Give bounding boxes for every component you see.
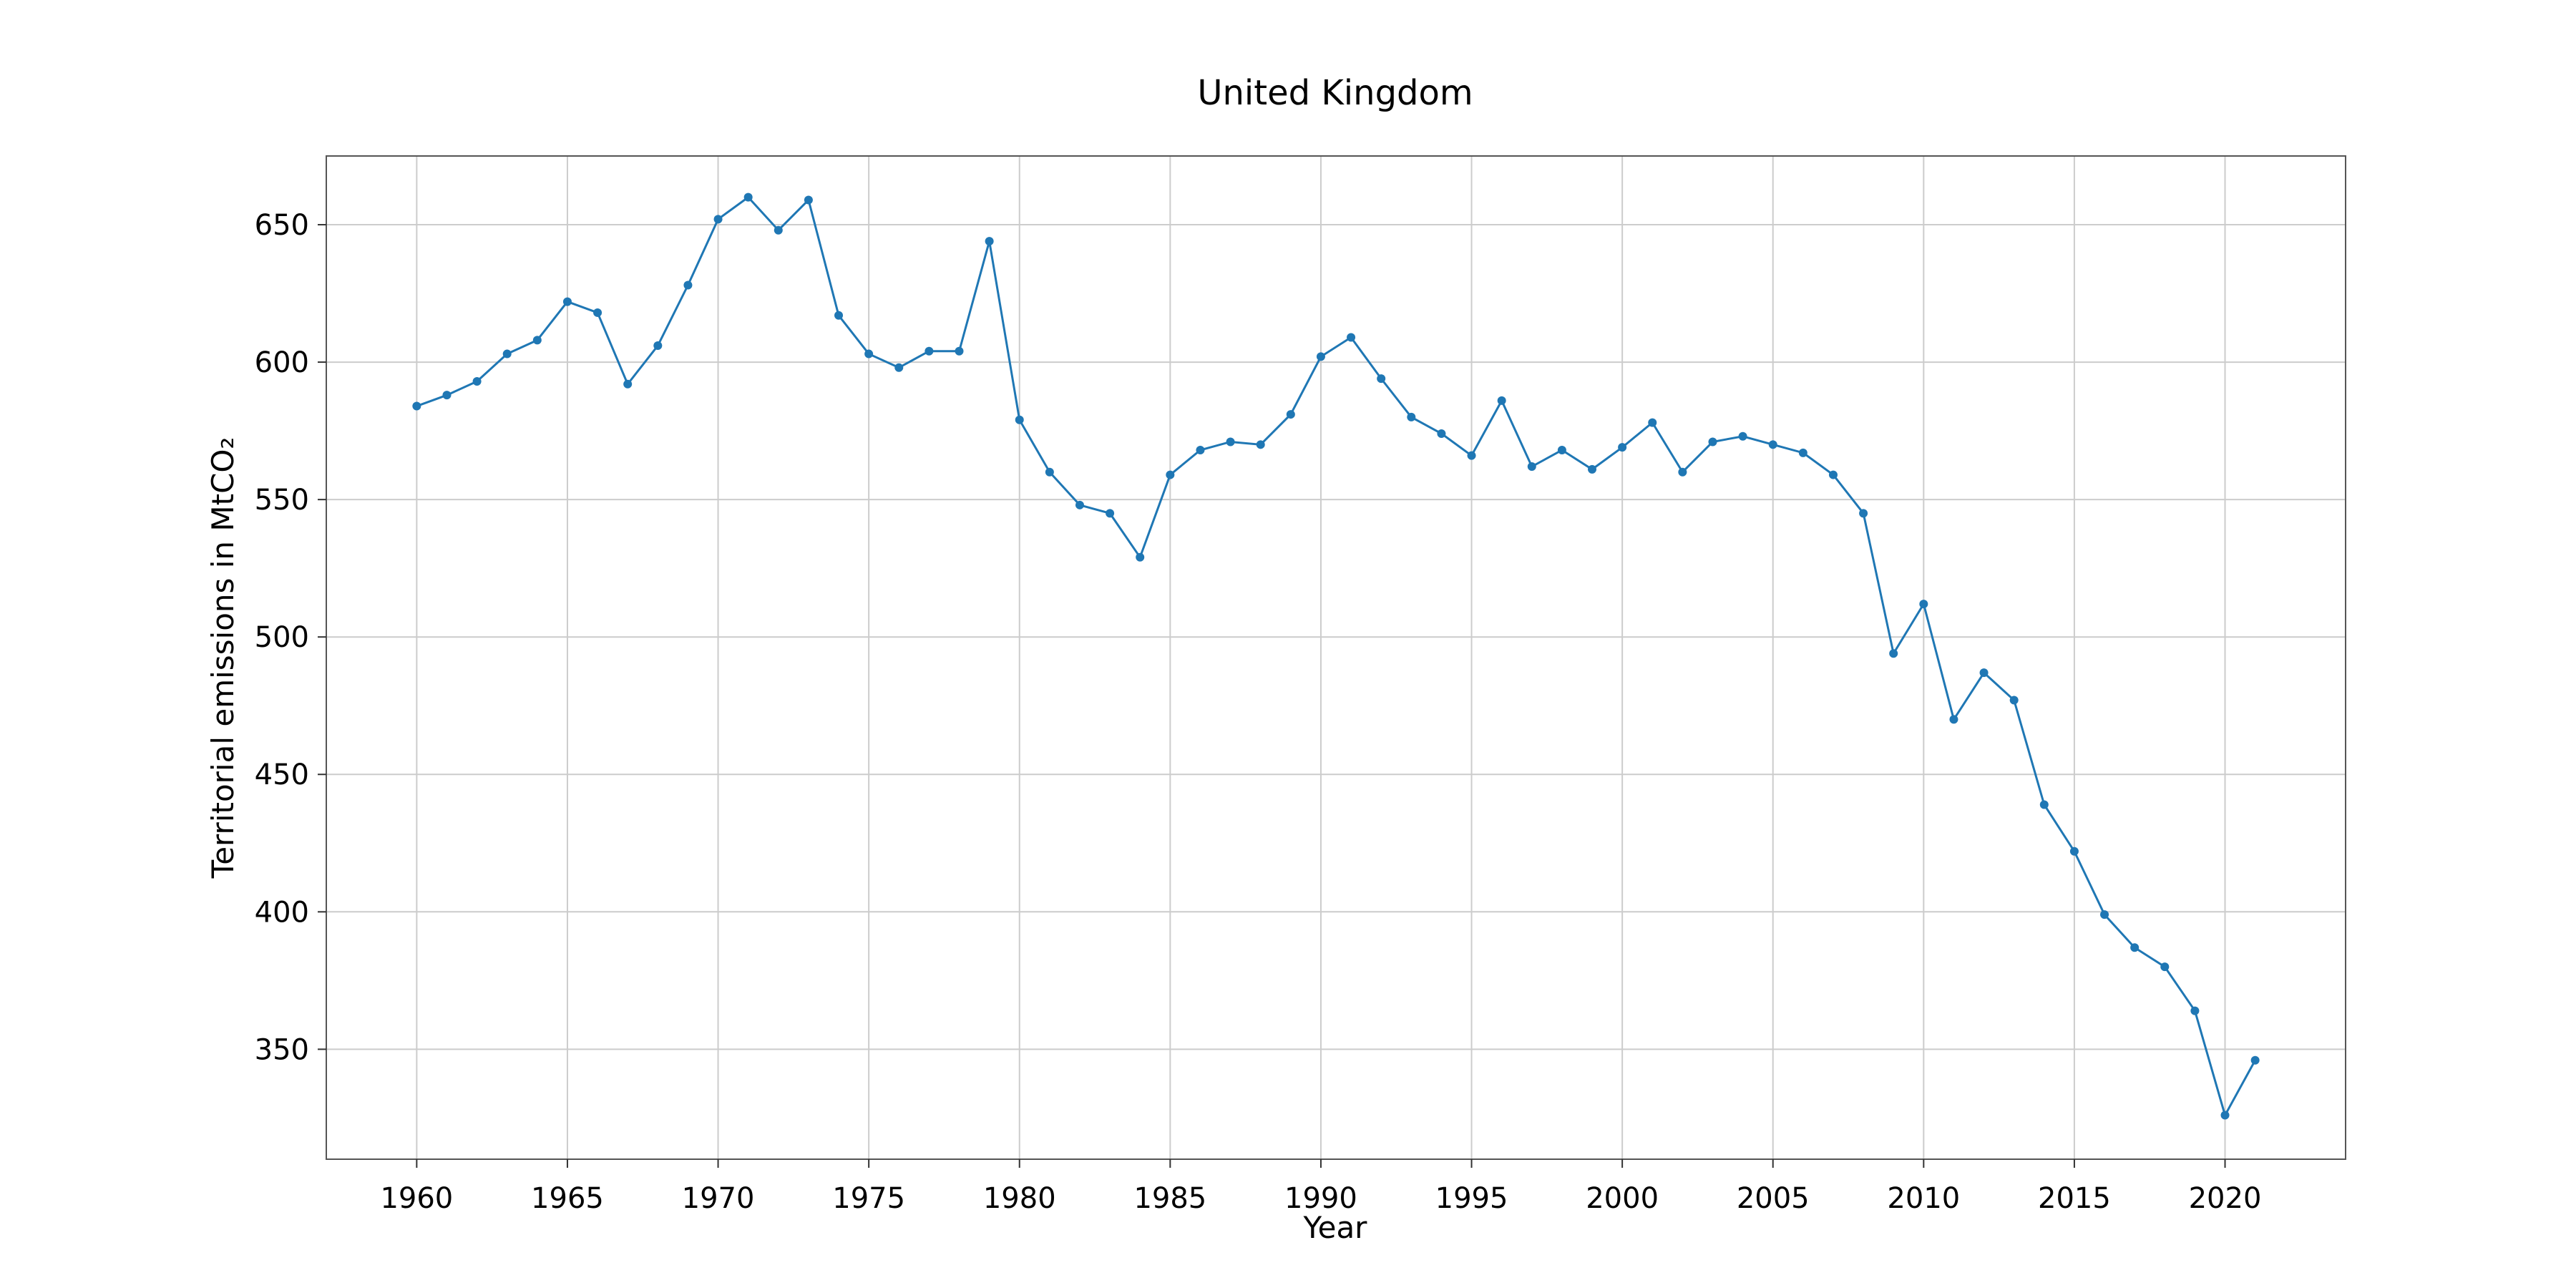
x-axis-label: Year	[1303, 1210, 1368, 1245]
data-point	[1226, 437, 1235, 447]
y-tick-label: 350	[255, 1033, 309, 1066]
data-point	[804, 195, 813, 205]
x-tick-label: 1990	[1284, 1182, 1357, 1215]
data-point	[1437, 429, 1446, 438]
y-tick-label: 650	[255, 209, 309, 242]
data-point	[653, 341, 663, 351]
y-axis-label: Territorial emissions in MtCO₂	[205, 437, 240, 879]
data-point	[864, 349, 874, 358]
data-point	[1196, 445, 1205, 454]
y-tick-label: 550	[255, 484, 309, 517]
x-axis-ticks: 1960 1965 1970 1975 1980 1985 1990 1995 2000 2005…	[380, 1159, 2261, 1215]
data-point	[1015, 415, 1024, 424]
x-tick-label: 1995	[1435, 1182, 1508, 1215]
data-point	[1557, 445, 1566, 454]
data-point	[2220, 1111, 2230, 1120]
y-tick-label: 450	[255, 758, 309, 791]
data-point	[1738, 431, 1747, 441]
data-point	[2039, 800, 2049, 809]
data-point	[2190, 1006, 2200, 1015]
data-point	[834, 311, 844, 320]
data-point	[1407, 412, 1416, 421]
data-point	[1919, 600, 1928, 609]
data-point	[412, 401, 421, 411]
plot-frame	[326, 155, 2346, 1160]
data-point	[1136, 552, 1145, 562]
data-point	[2130, 943, 2140, 952]
y-tick-label: 500	[255, 621, 309, 654]
data-point	[1075, 500, 1084, 509]
data-point	[1828, 470, 1838, 479]
data-point	[985, 237, 994, 246]
data-point	[593, 308, 602, 317]
data-point	[1889, 649, 1898, 658]
data-point	[1166, 470, 1175, 479]
series-line	[416, 195, 2256, 1118]
data-point	[1588, 464, 1597, 474]
data-point	[2069, 847, 2079, 856]
data-point	[743, 192, 753, 202]
chart-title: United Kingdom	[1197, 73, 1473, 113]
data-point	[774, 225, 783, 235]
series	[412, 192, 2260, 1120]
data-point	[1316, 352, 1325, 361]
data-point	[924, 346, 934, 356]
data-point	[2100, 910, 2109, 919]
data-point	[472, 376, 482, 386]
data-point	[1979, 668, 1989, 678]
data-point	[1859, 509, 1868, 518]
data-point	[1286, 410, 1295, 419]
data-point	[1648, 418, 1657, 427]
x-tick-label: 1980	[983, 1182, 1056, 1215]
y-tick-label: 400	[255, 896, 309, 929]
data-point	[442, 391, 452, 400]
y-axis-ticks: 350 400 450 500 550 600 650	[255, 209, 326, 1066]
data-point	[683, 280, 693, 290]
data-point	[2250, 1055, 2260, 1065]
y-tick-label: 600	[255, 346, 309, 379]
data-point	[1678, 467, 1687, 477]
data-point	[1618, 443, 1627, 452]
data-point	[623, 379, 633, 389]
x-tick-label: 1985	[1133, 1182, 1206, 1215]
data-point	[2160, 962, 2170, 972]
data-point	[502, 349, 512, 358]
x-tick-label: 2010	[1887, 1182, 1960, 1215]
data-point	[1106, 509, 1115, 518]
data-point	[1256, 440, 1265, 449]
data-point	[1768, 440, 1777, 449]
data-point	[1347, 333, 1356, 342]
data-point	[894, 363, 904, 372]
data-point	[562, 297, 572, 306]
data-point	[955, 346, 964, 356]
data-point	[713, 215, 723, 224]
data-point	[532, 336, 542, 345]
data-point	[1497, 396, 1506, 405]
data-point	[1377, 374, 1386, 384]
data-point	[1708, 437, 1717, 447]
x-tick-label: 2015	[2038, 1182, 2111, 1215]
x-tick-label: 2000	[1586, 1182, 1659, 1215]
x-tick-label: 1965	[531, 1182, 604, 1215]
data-point	[1798, 448, 1807, 457]
data-point	[1949, 715, 1958, 724]
x-tick-label: 1970	[682, 1182, 755, 1215]
data-point	[2009, 696, 2019, 705]
data-point	[1527, 462, 1536, 472]
data-point	[1467, 451, 1476, 460]
grid	[326, 156, 2346, 1159]
x-tick-label: 2005	[1737, 1182, 1810, 1215]
x-tick-label: 1960	[380, 1182, 453, 1215]
x-tick-label: 2020	[2189, 1182, 2262, 1215]
data-point	[1045, 467, 1054, 477]
x-tick-label: 1975	[832, 1182, 905, 1215]
